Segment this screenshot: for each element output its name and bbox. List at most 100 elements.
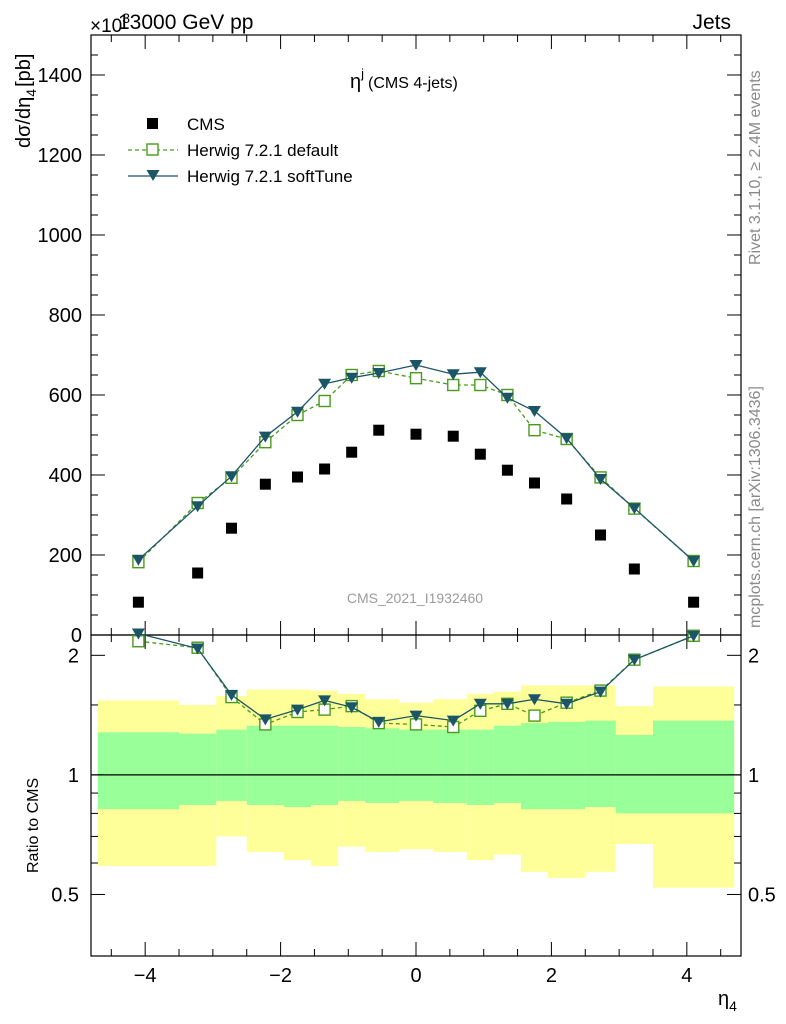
ratio-herwig-softtune-point xyxy=(527,694,541,706)
main-ytick-label: 1400 xyxy=(38,65,83,87)
band-green xyxy=(615,735,653,814)
herwig-default-point xyxy=(474,378,487,392)
herwig-softtune-point xyxy=(345,372,359,384)
main-ytick-label: 600 xyxy=(49,385,82,407)
main-ylabel-text: dσ/dη xyxy=(13,97,35,148)
cms-point xyxy=(595,529,607,541)
main-ytick-label: 800 xyxy=(49,305,82,327)
main-ytick-label: 0 xyxy=(71,625,82,647)
cms-point xyxy=(688,596,700,608)
herwig-default-line xyxy=(137,370,695,563)
ratio-herwig-softtune-point xyxy=(409,710,423,722)
xlabel: η4 xyxy=(718,988,737,1014)
main-ytick-label: 1000 xyxy=(38,225,83,247)
herwig-softtune-point xyxy=(527,406,541,417)
legend-marker-default xyxy=(146,143,159,156)
cms-point xyxy=(628,563,640,575)
ratio-herwig-softtune-point xyxy=(560,698,574,710)
herwig-default-point xyxy=(318,394,331,408)
legend-label-cms: CMS xyxy=(187,115,225,134)
rivet-label: Rivet 3.1.10, ≥ 2.4M events xyxy=(747,70,764,265)
herwig-softtune-point xyxy=(627,503,641,515)
main-ylabel-unit: [pb] xyxy=(13,54,35,87)
ratio-herwig-default-point xyxy=(528,709,541,722)
herwig-softtune-point xyxy=(560,433,574,445)
main-ytick-label: 200 xyxy=(49,545,82,567)
y-multiplier-exp: 3 xyxy=(122,10,130,26)
ratio-herwig-default-line xyxy=(138,635,694,728)
watermark: CMS_2021_I1932460 xyxy=(347,590,483,606)
ratio-herwig-softtune-point xyxy=(291,704,305,716)
ratio-herwig-softtune-point xyxy=(318,695,332,707)
cms-point xyxy=(410,428,422,440)
ratio-ytick-label-right: 2 xyxy=(748,645,759,667)
ratio-herwig-softtune-point xyxy=(594,686,608,698)
xlabel-sub: 4 xyxy=(729,998,737,1014)
legend-label-softtune: Herwig 7.2.1 softTune xyxy=(187,167,353,186)
herwig-softtune-point xyxy=(409,360,423,371)
legend-marker-cms xyxy=(147,118,158,129)
herwig-default-point xyxy=(528,424,541,437)
ratio-herwig-softtune-point xyxy=(224,689,238,701)
herwig-softtune-point xyxy=(258,431,272,443)
band-green xyxy=(466,729,494,805)
ratio-herwig-softtune-point xyxy=(627,654,641,666)
ratio-herwig-softtune-point xyxy=(131,628,145,640)
y-multiplier: ×103 xyxy=(90,10,130,37)
xtick-label: −4 xyxy=(134,965,157,987)
herwig-softtune-point xyxy=(500,392,514,404)
band-green xyxy=(179,733,217,805)
ratio-ylabel: Ratio to CMS xyxy=(25,778,42,873)
herwig-default-point xyxy=(409,372,423,385)
xlabel-text: η xyxy=(718,988,729,1010)
band-green xyxy=(365,728,400,803)
band-green xyxy=(432,729,467,803)
band-green xyxy=(246,725,284,805)
cms-point xyxy=(474,448,486,460)
ratio-herwig-softtune-point xyxy=(258,714,272,726)
cms-point xyxy=(259,478,271,490)
cms-point xyxy=(528,477,540,489)
y-multiplier-base: ×10 xyxy=(90,16,122,37)
herwig-softtune-point xyxy=(191,501,205,513)
ratio-ytick-label: 2 xyxy=(68,645,79,667)
cms-point xyxy=(132,596,144,608)
ratio-ytick-label-right: 0.5 xyxy=(748,884,776,906)
ratio-herwig-softtune-point xyxy=(500,698,514,710)
band-green xyxy=(493,725,521,803)
cms-point xyxy=(192,567,204,579)
cms-point xyxy=(561,493,573,505)
ratio-herwig-softtune-point xyxy=(372,716,386,728)
main-title-suffix: (CMS 4-jets) xyxy=(368,75,458,92)
herwig-softtune-point xyxy=(473,367,487,379)
legend-marker-softtune xyxy=(146,170,160,181)
xtick-label: −2 xyxy=(269,965,292,987)
ratio-ytick-label-right: 1 xyxy=(748,765,759,787)
ratio-ytick-label: 1 xyxy=(68,765,79,787)
herwig-softtune-point xyxy=(372,368,386,379)
herwig-default-point xyxy=(447,378,460,392)
xtick-label: 0 xyxy=(410,965,421,987)
herwig-softtune-point xyxy=(594,474,608,485)
main-title: ηj (CMS 4-jets) xyxy=(350,66,458,93)
ratio-herwig-softtune-point xyxy=(687,630,701,642)
cms-point xyxy=(501,464,513,476)
ratio-herwig-softtune-point xyxy=(473,698,487,710)
ratio-herwig-softtune-point xyxy=(191,643,205,655)
legend-label-default: Herwig 7.2.1 default xyxy=(187,141,338,160)
ratio-panel: −4 −2 0 2 40.5 0.51 12 2 xyxy=(51,628,776,987)
cms-point xyxy=(292,471,304,483)
cms-point xyxy=(319,463,331,475)
ratio-herwig-softtune-point xyxy=(345,702,359,714)
cms-point xyxy=(447,430,459,442)
main-ylabel-sub: 4 xyxy=(23,89,39,97)
header-left: 13000 GeV pp xyxy=(118,11,253,34)
herwig-softtune-point xyxy=(131,554,145,566)
herwig-softtune-point xyxy=(318,378,332,390)
main-title-eta: η xyxy=(350,71,361,93)
band-green xyxy=(652,720,735,814)
band-green xyxy=(399,729,433,801)
band-green xyxy=(520,723,549,810)
herwig-softtune-line xyxy=(137,364,695,562)
